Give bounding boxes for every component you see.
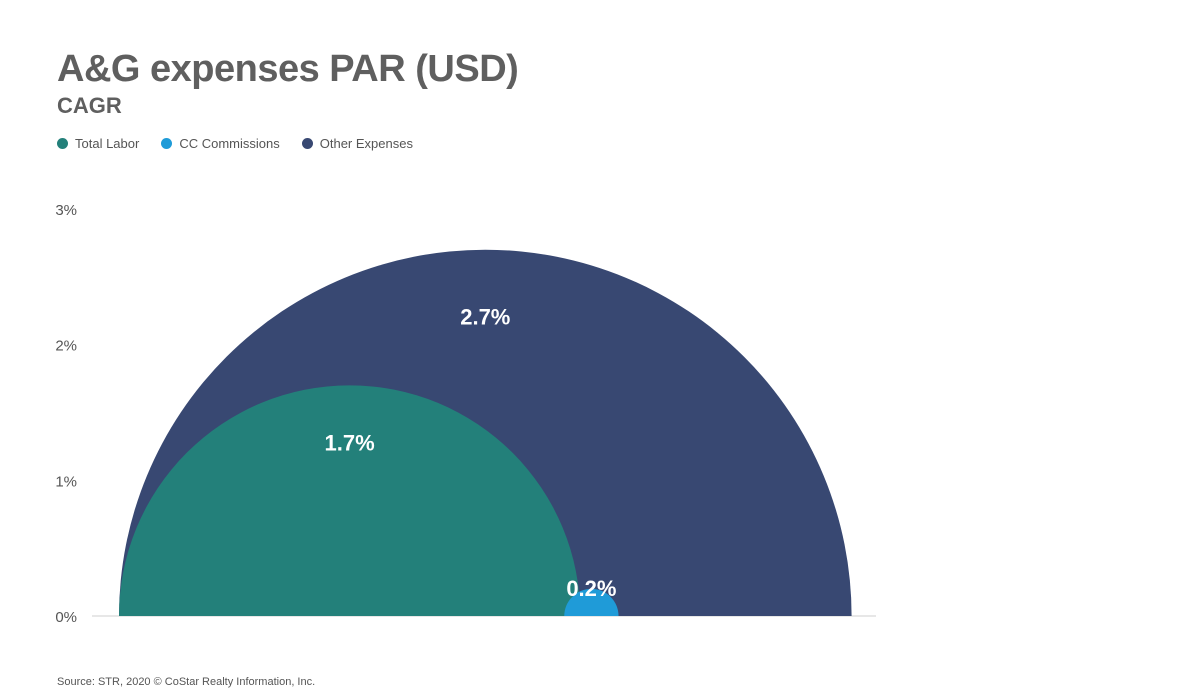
y-tick-label: 3% [55, 202, 77, 219]
chart-title: A&G expenses PAR (USD) [57, 48, 519, 90]
legend: Total Labor CC Commissions Other Expense… [57, 136, 413, 151]
source-note: Source: STR, 2020 © CoStar Realty Inform… [57, 676, 316, 688]
legend-item-other-expenses[interactable]: Other Expenses [301, 136, 413, 151]
y-tick-label: 1% [55, 473, 77, 490]
legend-label: CC Commissions [179, 136, 280, 151]
y-tick-label: 2% [55, 338, 77, 355]
legend-item-total-labor[interactable]: Total Labor [57, 136, 139, 151]
legend-dot-icon [161, 138, 173, 149]
data-label-cc-commissions: 0.2% [566, 576, 616, 601]
legend-item-cc-commissions[interactable]: CC Commissions [161, 136, 280, 151]
data-label-other-expenses: 2.7% [460, 305, 510, 330]
legend-dot-icon [57, 138, 68, 149]
semicircle-cc-commissions [564, 588, 619, 616]
chart-subtitle: CAGR [57, 93, 122, 118]
legend-dot-icon [301, 138, 313, 149]
y-tick-label: 0% [55, 609, 77, 626]
legend-label: Other Expenses [319, 136, 413, 151]
legend-label: Total Labor [75, 136, 140, 151]
semicircle-total-labor [119, 385, 581, 616]
data-label-total-labor: 1.7% [325, 430, 375, 455]
